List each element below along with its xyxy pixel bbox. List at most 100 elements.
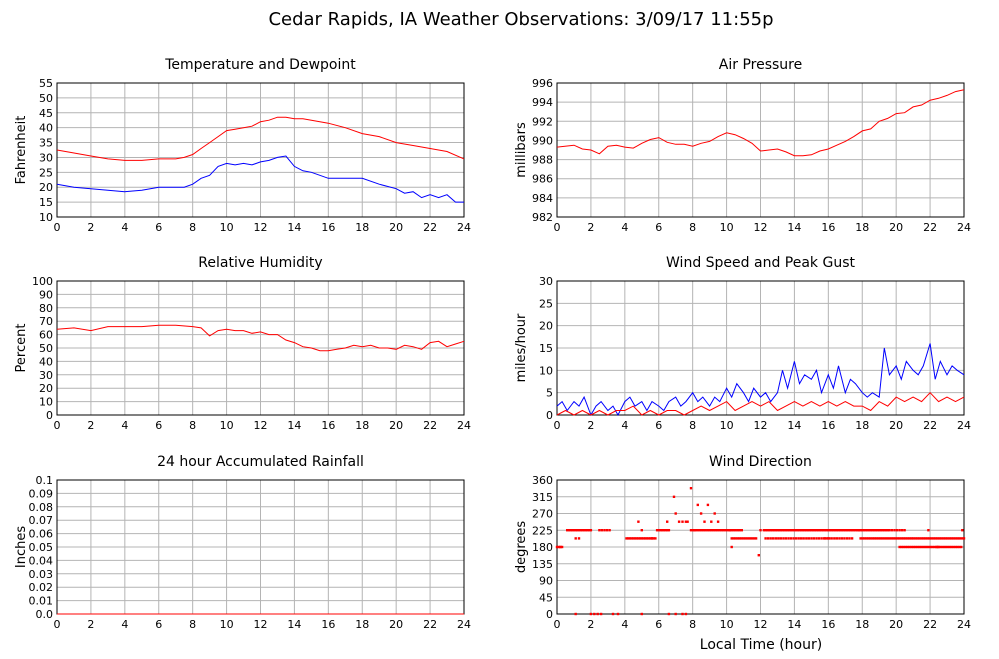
data-point <box>958 545 961 549</box>
data-point <box>740 537 743 540</box>
data-point <box>577 529 581 532</box>
x-tick-label: 0 <box>554 221 561 234</box>
data-point <box>817 529 820 532</box>
data-point <box>645 537 649 540</box>
data-point <box>759 529 762 532</box>
y-tick-label: 360 <box>532 474 553 487</box>
x-tick-label: 12 <box>254 221 268 234</box>
data-point <box>766 529 769 532</box>
y-tick-label: 315 <box>532 491 553 504</box>
data-point <box>677 520 681 523</box>
data-point <box>844 529 847 532</box>
data-point <box>904 545 907 549</box>
y-tick-label: 0.1 <box>36 474 54 487</box>
data-point <box>811 529 815 532</box>
x-tick-label: 22 <box>423 618 437 631</box>
x-tick-label: 24 <box>957 419 971 432</box>
data-point <box>752 537 756 540</box>
y-tick-label: 80 <box>39 302 53 315</box>
data-point <box>593 612 596 616</box>
y-axis-label: millibars <box>514 122 529 178</box>
data-point <box>866 529 869 532</box>
x-tick-label: 10 <box>220 618 234 631</box>
data-point <box>777 537 780 540</box>
x-tick-label: 0 <box>54 419 61 432</box>
x-tick-label: 0 <box>54 618 61 631</box>
y-tick-label: 20 <box>539 320 553 333</box>
data-point <box>584 529 587 532</box>
data-point <box>883 529 886 532</box>
data-point <box>740 529 743 532</box>
data-point <box>712 529 715 532</box>
y-tick-label: 55 <box>39 77 53 90</box>
x-tick-label: 8 <box>189 221 196 234</box>
data-point <box>674 512 677 515</box>
y-tick-label: 180 <box>532 541 553 554</box>
y-tick-label: 986 <box>532 173 553 186</box>
y-axis-label: degrees <box>514 521 529 574</box>
x-tick-label: 20 <box>389 221 403 234</box>
data-point <box>750 537 754 540</box>
data-point <box>832 529 835 532</box>
data-point <box>779 529 782 532</box>
data-point <box>738 537 741 540</box>
data-point <box>746 537 750 540</box>
x-tick-label: 20 <box>889 221 903 234</box>
x-tick-label: 18 <box>855 618 869 631</box>
data-point <box>908 545 911 549</box>
data-point <box>926 537 929 540</box>
x-tick-label: 8 <box>689 419 696 432</box>
data-point <box>839 529 842 532</box>
data-point <box>734 529 737 532</box>
x-tick-label: 20 <box>889 618 903 631</box>
y-tick-label: 10 <box>39 211 53 224</box>
data-point <box>930 545 934 549</box>
y-tick-label: 90 <box>39 288 53 301</box>
y-axis-label: Fahrenheit <box>14 116 29 185</box>
data-point <box>782 537 785 540</box>
data-point <box>560 545 564 549</box>
data-point <box>757 554 760 557</box>
data-point <box>918 545 922 549</box>
data-point <box>764 529 767 532</box>
data-point <box>859 529 862 532</box>
data-point <box>644 537 647 540</box>
data-point <box>922 545 926 549</box>
data-point <box>944 537 947 540</box>
data-point <box>911 537 915 540</box>
data-point <box>922 537 925 540</box>
data-point <box>817 537 821 540</box>
data-point <box>898 529 901 532</box>
data-point <box>902 545 905 549</box>
data-point <box>962 537 966 540</box>
data-point <box>784 529 788 532</box>
data-point <box>736 537 739 540</box>
x-tick-label: 22 <box>923 221 937 234</box>
data-point <box>881 529 884 532</box>
y-axis-label: miles/hour <box>514 313 529 382</box>
x-tick-label: 2 <box>87 221 94 234</box>
data-point <box>693 529 696 532</box>
data-point <box>903 529 906 532</box>
x-tick-label: 10 <box>720 221 734 234</box>
data-point <box>835 529 838 532</box>
data-point <box>794 537 798 540</box>
data-point <box>950 537 953 540</box>
x-tick-label: 16 <box>821 419 835 432</box>
data-point <box>633 537 637 540</box>
data-point <box>845 529 849 532</box>
data-point <box>879 529 883 532</box>
x-tick-label: 18 <box>855 419 869 432</box>
data-point <box>889 537 893 540</box>
data-point <box>852 529 855 532</box>
y-tick-label: 135 <box>532 558 553 571</box>
data-point <box>655 529 659 532</box>
data-point <box>667 612 671 616</box>
x-tick-label: 6 <box>655 419 662 432</box>
data-point <box>771 529 774 532</box>
x-tick-label: 12 <box>254 419 268 432</box>
data-point <box>864 529 867 532</box>
data-point <box>789 537 793 540</box>
